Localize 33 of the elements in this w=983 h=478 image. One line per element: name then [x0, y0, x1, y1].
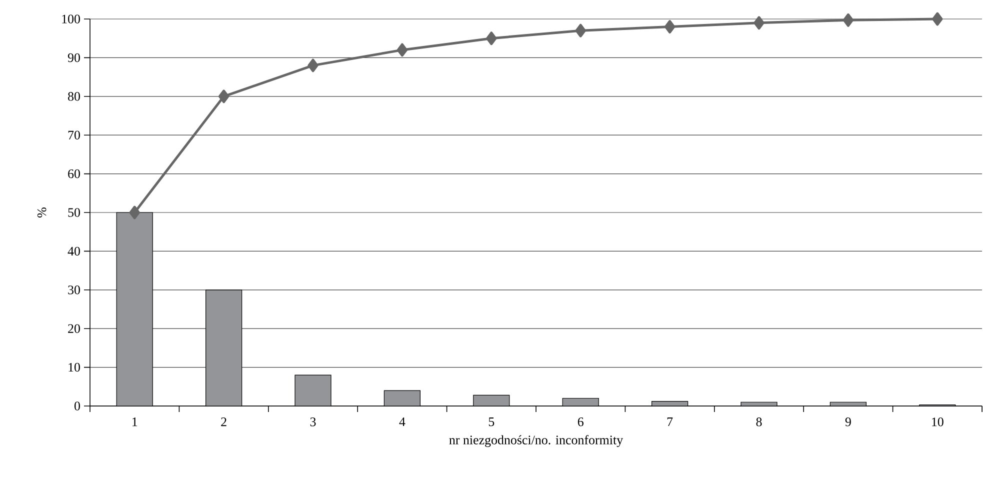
x-tick-label: 2	[221, 418, 226, 426]
point	[129, 206, 140, 220]
point	[754, 16, 764, 30]
x-tick-label: 9	[845, 418, 851, 426]
y-tick-label: 30	[68, 286, 80, 294]
x-axis-title: nr niezgodności/no. inconformity	[449, 435, 624, 448]
point	[932, 12, 943, 26]
point	[842, 13, 854, 27]
point	[396, 43, 408, 57]
x-tick-label: 10	[932, 418, 944, 426]
y-tick-label: 80	[68, 92, 80, 101]
x-tick-label: 4	[399, 418, 406, 426]
x-tick-label: 6	[578, 418, 584, 426]
point	[218, 90, 230, 104]
y-tick-label: 100	[62, 14, 80, 24]
y-tick-label: 10	[68, 362, 80, 372]
point	[308, 58, 318, 72]
y-tick-label: 70	[68, 130, 80, 140]
x-tick-label: 1	[132, 418, 138, 426]
x-tick-label: 7	[667, 418, 673, 426]
point	[664, 20, 676, 34]
y-tick-label: 50	[68, 208, 80, 217]
y-tick-label: 0	[74, 402, 80, 410]
x-tick-label: 8	[756, 418, 762, 426]
y-tick-label: 40	[68, 246, 80, 256]
y-axis-title: %	[37, 208, 46, 218]
y-tick-label: 20	[68, 324, 80, 333]
x-tick-label: 3	[310, 418, 316, 426]
point	[575, 24, 586, 38]
y-tick-label: 90	[68, 53, 80, 62]
x-tick-label: 5	[488, 418, 494, 426]
y-tick-label: 60	[68, 169, 80, 178]
point	[486, 32, 497, 46]
